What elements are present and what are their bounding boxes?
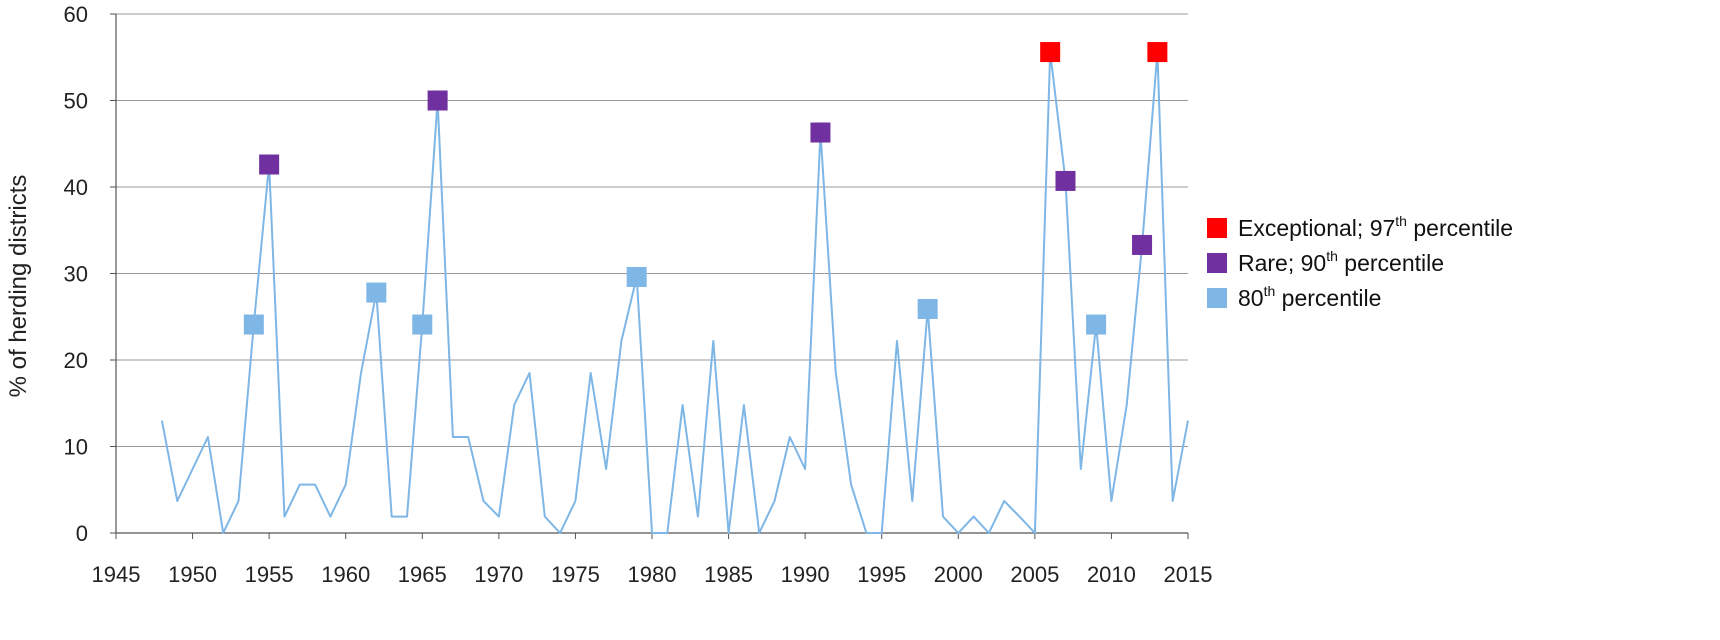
data-marker — [1040, 42, 1061, 63]
x-tick-label: 2005 — [1010, 562, 1059, 587]
y-tick-label: 40 — [64, 175, 88, 200]
axes — [110, 13, 1189, 539]
data-marker — [810, 122, 831, 143]
series-line — [160, 51, 1189, 534]
data-marker — [366, 282, 387, 303]
grid — [116, 13, 1188, 447]
x-tick-label: 2000 — [934, 562, 983, 587]
markers — [243, 42, 1168, 335]
x-tick-label: 1950 — [168, 562, 217, 587]
y-tick-label: 30 — [64, 262, 88, 287]
x-tick-label: 1960 — [321, 562, 370, 587]
x-tick-label: 1980 — [628, 562, 677, 587]
legend-label: 80th percentile — [1238, 283, 1381, 311]
data-marker — [626, 266, 647, 287]
x-tick-label: 2010 — [1087, 562, 1136, 587]
x-tick-label: 1995 — [857, 562, 906, 587]
x-tick-label: 1965 — [398, 562, 447, 587]
data-marker — [427, 90, 448, 111]
data-marker — [1086, 314, 1107, 335]
x-tick-label: 1945 — [92, 562, 141, 587]
x-tick-label: 1955 — [245, 562, 294, 587]
tick-labels: 0 10 20 30 40 50 60 1945 1950 1955 1960 1965 1970 197… — [64, 2, 1213, 587]
x-tick-label: 1990 — [781, 562, 830, 587]
data-marker — [243, 314, 264, 335]
legend: Exceptional; 97th percentile Rare; 90th p… — [1207, 213, 1513, 311]
series — [160, 51, 1189, 534]
legend-label: Rare; 90th percentile — [1238, 248, 1444, 276]
y-tick-label: 20 — [64, 348, 88, 373]
legend-swatch — [1207, 253, 1227, 273]
x-tick-label: 1975 — [551, 562, 600, 587]
data-marker — [1147, 42, 1168, 63]
y-tick-label: 10 — [64, 435, 88, 460]
legend-swatch — [1207, 288, 1227, 308]
y-tick-label: 0 — [76, 521, 88, 546]
x-tick-label: 2015 — [1164, 562, 1213, 587]
data-marker — [917, 298, 938, 319]
data-marker — [412, 314, 433, 335]
legend-swatch — [1207, 218, 1227, 238]
x-tick-label: 1985 — [704, 562, 753, 587]
y-tick-label: 50 — [64, 89, 88, 114]
x-tick-label: 1970 — [474, 562, 523, 587]
data-marker — [1055, 170, 1076, 191]
data-marker — [1132, 234, 1153, 255]
legend-label: Exceptional; 97th percentile — [1238, 213, 1513, 241]
y-axis-label: % of herding districts — [5, 175, 32, 398]
y-tick-label: 60 — [64, 2, 88, 27]
data-marker — [259, 154, 280, 175]
